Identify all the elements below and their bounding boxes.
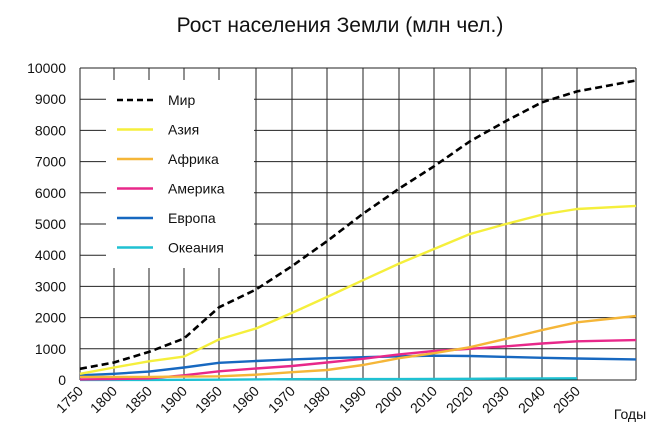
x-tick-label: 2020 bbox=[443, 383, 476, 416]
legend-label: Азия bbox=[168, 122, 199, 138]
y-tick-label: 3000 bbox=[35, 278, 66, 294]
legend-label: Америка bbox=[168, 181, 225, 197]
series-line bbox=[79, 79, 637, 371]
y-tick-label: 2000 bbox=[35, 310, 66, 326]
x-tick-label: 1980 bbox=[300, 383, 333, 416]
y-tick-label: 8000 bbox=[35, 122, 66, 138]
x-tick-label: 1800 bbox=[87, 383, 120, 416]
x-tick-label: 1900 bbox=[157, 383, 190, 416]
x-tick-label: 1850 bbox=[122, 383, 155, 416]
y-tick-label: 7000 bbox=[35, 154, 66, 170]
legend-label: Европа bbox=[168, 210, 216, 226]
series-line bbox=[80, 377, 578, 382]
y-tick-label: 4000 bbox=[35, 247, 66, 263]
x-tick-label: 1990 bbox=[336, 383, 369, 416]
x-tick-label: 2030 bbox=[479, 383, 512, 416]
series-line bbox=[79, 204, 637, 375]
x-tick-label: 1960 bbox=[229, 383, 262, 416]
x-tick-label: 1970 bbox=[265, 383, 298, 416]
legend-label: Мир bbox=[168, 92, 195, 108]
x-tick-label: 2040 bbox=[515, 383, 548, 416]
series-line bbox=[80, 314, 637, 379]
legend-label: Океания bbox=[168, 240, 224, 256]
x-tick-label: 2050 bbox=[550, 383, 583, 416]
x-tick-label: 2000 bbox=[372, 383, 405, 416]
x-axis-label: Годы bbox=[614, 406, 646, 422]
legend-box bbox=[106, 80, 254, 268]
x-tick-label: 2010 bbox=[407, 383, 440, 416]
y-tick-label: 6000 bbox=[35, 185, 66, 201]
y-tick-label: 0 bbox=[58, 372, 66, 388]
y-tick-label: 1000 bbox=[35, 341, 66, 357]
series-line bbox=[79, 354, 637, 377]
y-tick-label: 5000 bbox=[35, 216, 66, 232]
y-tick-label: 10000 bbox=[27, 60, 66, 76]
chart-title: Рост населения Земли (млн чел.) bbox=[176, 14, 504, 37]
x-tick-label: 1950 bbox=[192, 383, 225, 416]
legend-label: Африка bbox=[168, 151, 219, 167]
y-tick-label: 9000 bbox=[35, 91, 66, 107]
